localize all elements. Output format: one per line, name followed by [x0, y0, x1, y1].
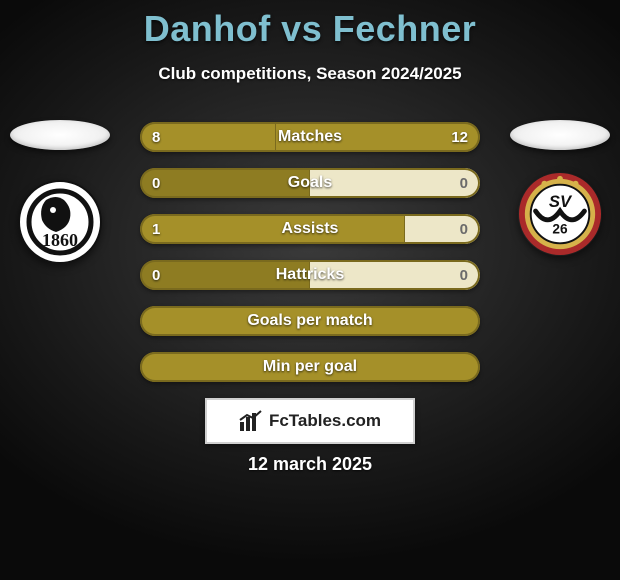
badge-year-text: 1860 [42, 230, 78, 250]
stat-value-right: 0 [460, 260, 468, 290]
stats-bars: Matches812Goals00Assists10Hattricks00Goa… [140, 122, 480, 398]
bar-segment-left [140, 214, 405, 244]
svg-text:26: 26 [552, 222, 568, 237]
stat-row: Hattricks00 [140, 260, 480, 290]
watermark: FcTables.com [205, 398, 415, 444]
left-club-badge: 1860 [18, 180, 102, 264]
bar-segment-right [310, 260, 480, 290]
bars-chart-icon [239, 410, 263, 432]
stat-value-right: 0 [460, 214, 468, 244]
left-player-column: 1860 [10, 120, 110, 264]
stat-row: Assists10 [140, 214, 480, 244]
stat-row: Goals00 [140, 168, 480, 198]
stat-value-left: 0 [152, 168, 160, 198]
stat-value-right: 0 [460, 168, 468, 198]
bar-segment-left [140, 260, 310, 290]
stat-row: Goals per match [140, 306, 480, 336]
bar-segment-right [310, 168, 480, 198]
date-text: 12 march 2025 [0, 454, 620, 475]
right-club-badge: SV 26 [518, 172, 602, 256]
right-player-placeholder [510, 120, 610, 150]
stat-value-left: 8 [152, 122, 160, 152]
bar-segment-right [276, 122, 480, 152]
stat-row: Matches812 [140, 122, 480, 152]
club-badge-1860-icon: 1860 [18, 180, 102, 264]
page-title: Danhof vs Fechner [0, 0, 620, 50]
subtitle: Club competitions, Season 2024/2025 [0, 64, 620, 84]
stat-value-left: 1 [152, 214, 160, 244]
left-player-placeholder [10, 120, 110, 150]
bar-segment-left [140, 352, 480, 382]
bar-segment-left [140, 168, 310, 198]
bar-segment-right [405, 214, 480, 244]
bar-segment-left [140, 306, 480, 336]
bar-segment-left [140, 122, 276, 152]
club-badge-svww-icon: SV 26 [518, 171, 602, 257]
right-player-column: SV 26 [510, 120, 610, 256]
stat-row: Min per goal [140, 352, 480, 382]
stat-value-left: 0 [152, 260, 160, 290]
watermark-text: FcTables.com [269, 411, 381, 431]
stat-value-right: 12 [451, 122, 468, 152]
